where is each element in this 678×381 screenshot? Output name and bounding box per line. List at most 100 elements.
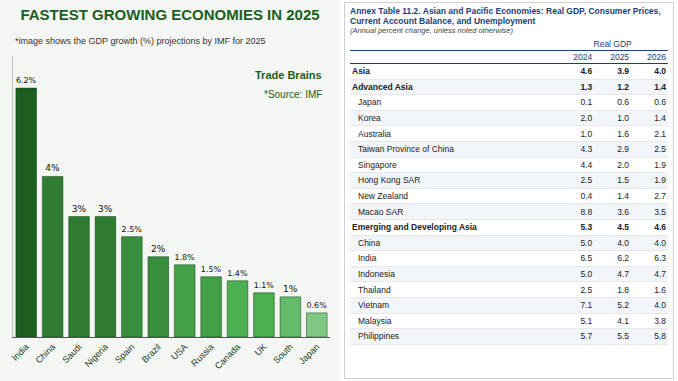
html-text:2.0: 2.0 [580,113,593,124]
svg-text:Japan: Japan [297,342,321,366]
svg-text:1%: 1% [283,284,298,294]
html-text:8.8: 8.8 [580,206,593,217]
svg-text:*Source: IMF: *Source: IMF [264,89,322,100]
svg-text:1.5%: 1.5% [201,265,222,274]
svg-text:1.1%: 1.1% [254,281,275,290]
html-text:4.0: 4.0 [617,237,630,248]
html-text:Vietnam: Vietnam [358,300,389,311]
svg-text:FASTEST GROWING ECONOMIES IN 2: FASTEST GROWING ECONOMIES IN 2025 [20,6,319,23]
html-text:China: China [358,237,381,248]
html-text:Macao SAR: Macao SAR [358,206,404,217]
html-text:4.1: 4.1 [617,315,630,326]
html-text:2.5: 2.5 [580,284,593,295]
html-text:0.6: 0.6 [654,97,666,108]
html-text:Emerging and Developing Asia: Emerging and Developing Asia [352,222,477,233]
svg-text:4%: 4% [45,163,60,173]
html-text:5.3: 5.3 [580,222,593,233]
html-text:0.6: 0.6 [617,97,630,108]
html-text:4.4: 4.4 [580,159,593,170]
html-text:Philippines: Philippines [358,331,400,342]
svg-text:3%: 3% [72,204,87,214]
html-text:1.0: 1.0 [580,128,593,139]
html-text:4.0: 4.0 [654,300,666,311]
html-text:5.7: 5.7 [580,331,593,342]
html-text:7.1: 7.1 [580,300,593,311]
html-text:0.1: 0.1 [580,97,593,108]
html-text:Australia: Australia [358,128,392,139]
svg-text:Nigeria: Nigeria [83,342,110,369]
html-text:1.3: 1.3 [580,81,593,92]
svg-text:Spain: Spain [113,342,136,365]
html-text:3.5: 3.5 [654,206,666,217]
html-text:2.1: 2.1 [654,128,666,139]
svg-text:6.2%: 6.2% [16,76,37,85]
html-text:New Zealand: New Zealand [358,191,409,201]
svg-text:3%: 3% [98,204,113,214]
svg-text:1.4%: 1.4% [227,269,248,278]
svg-text:Brazil: Brazil [140,342,163,365]
html-text:5.8: 5.8 [654,331,666,342]
html-text:3.9: 3.9 [617,66,630,77]
html-text:6.3: 6.3 [654,253,666,264]
html-text:Singapore: Singapore [358,159,397,170]
html-text:5.5: 5.5 [617,331,630,342]
svg-text:UK: UK [253,342,269,358]
svg-text:Russia: Russia [189,342,216,369]
html-text:1.4: 1.4 [654,113,666,124]
svg-text:*image shows the GDP growth (%: *image shows the GDP growth (%) projecti… [15,36,265,46]
html-text:3.6: 3.6 [617,206,630,217]
html-text:4.0: 4.0 [654,66,666,77]
html-text:6.2: 6.2 [617,253,630,264]
html-text:Korea: Korea [358,113,381,124]
html-text:1.6: 1.6 [654,284,666,295]
html-text:1.5: 1.5 [617,175,630,186]
html-text:4.3: 4.3 [580,144,593,155]
html-text:2.0: 2.0 [617,159,630,170]
html-text:1.4: 1.4 [654,81,666,92]
svg-text:India: India [10,342,31,363]
html-text:Hong Kong SAR: Hong Kong SAR [358,175,421,186]
svg-text:South: South [271,342,295,366]
html-text:1.0: 1.0 [617,113,630,124]
html-text:2.5: 2.5 [654,144,666,155]
html-text:5.2: 5.2 [617,300,630,311]
svg-text:Canada: Canada [213,342,242,371]
html-text:2026: 2026 [647,52,666,62]
html-text:2025: 2025 [610,52,630,62]
svg-text:2.5%: 2.5% [122,225,143,234]
svg-text:2%: 2% [151,244,166,254]
svg-text:Saudi: Saudi [60,342,83,365]
html-text:1.8: 1.8 [617,284,630,295]
html-text:4.6: 4.6 [580,66,593,77]
html-text:Annex Table 11.2. Asian and Pa: Annex Table 11.2. Asian and Pacific Econ… [350,6,661,26]
html-text:5.0: 5.0 [580,237,593,248]
html-text:2.9: 2.9 [617,144,630,155]
svg-text:USA: USA [169,342,189,362]
html-text:1.4: 1.4 [617,191,630,201]
svg-text:1.8%: 1.8% [174,253,195,262]
svg-text:Trade Brains: Trade Brains [255,69,322,81]
html-text:Japan: Japan [358,97,382,108]
html-text:India: India [358,253,377,264]
html-text:1.9: 1.9 [654,159,666,170]
html-text:4.0: 4.0 [654,237,666,248]
html-text:1.2: 1.2 [617,81,630,92]
html-text:5.1: 5.1 [580,315,593,326]
html-text:4.5: 4.5 [617,222,630,233]
svg-text:China: China [34,342,58,366]
html-text:Malaysia: Malaysia [358,315,392,326]
html-text:4.6: 4.6 [654,222,666,233]
html-text:6.5: 6.5 [580,253,593,264]
html-text:1.9: 1.9 [654,175,666,186]
html-text:Real GDP: Real GDP [593,39,632,49]
html-text:Taiwan Province of China: Taiwan Province of China [358,144,454,155]
svg-text:0.6%: 0.6% [307,301,328,310]
html-text:2.5: 2.5 [580,175,593,186]
html-text:0.4: 0.4 [580,191,593,201]
html-text:Asia: Asia [352,66,370,77]
html-text:Thailand: Thailand [358,284,391,295]
html-text:3.8: 3.8 [654,315,666,326]
html-text:2024: 2024 [573,52,593,62]
html-text:1.6: 1.6 [617,128,630,139]
html-text:Advanced Asia: Advanced Asia [352,81,413,92]
